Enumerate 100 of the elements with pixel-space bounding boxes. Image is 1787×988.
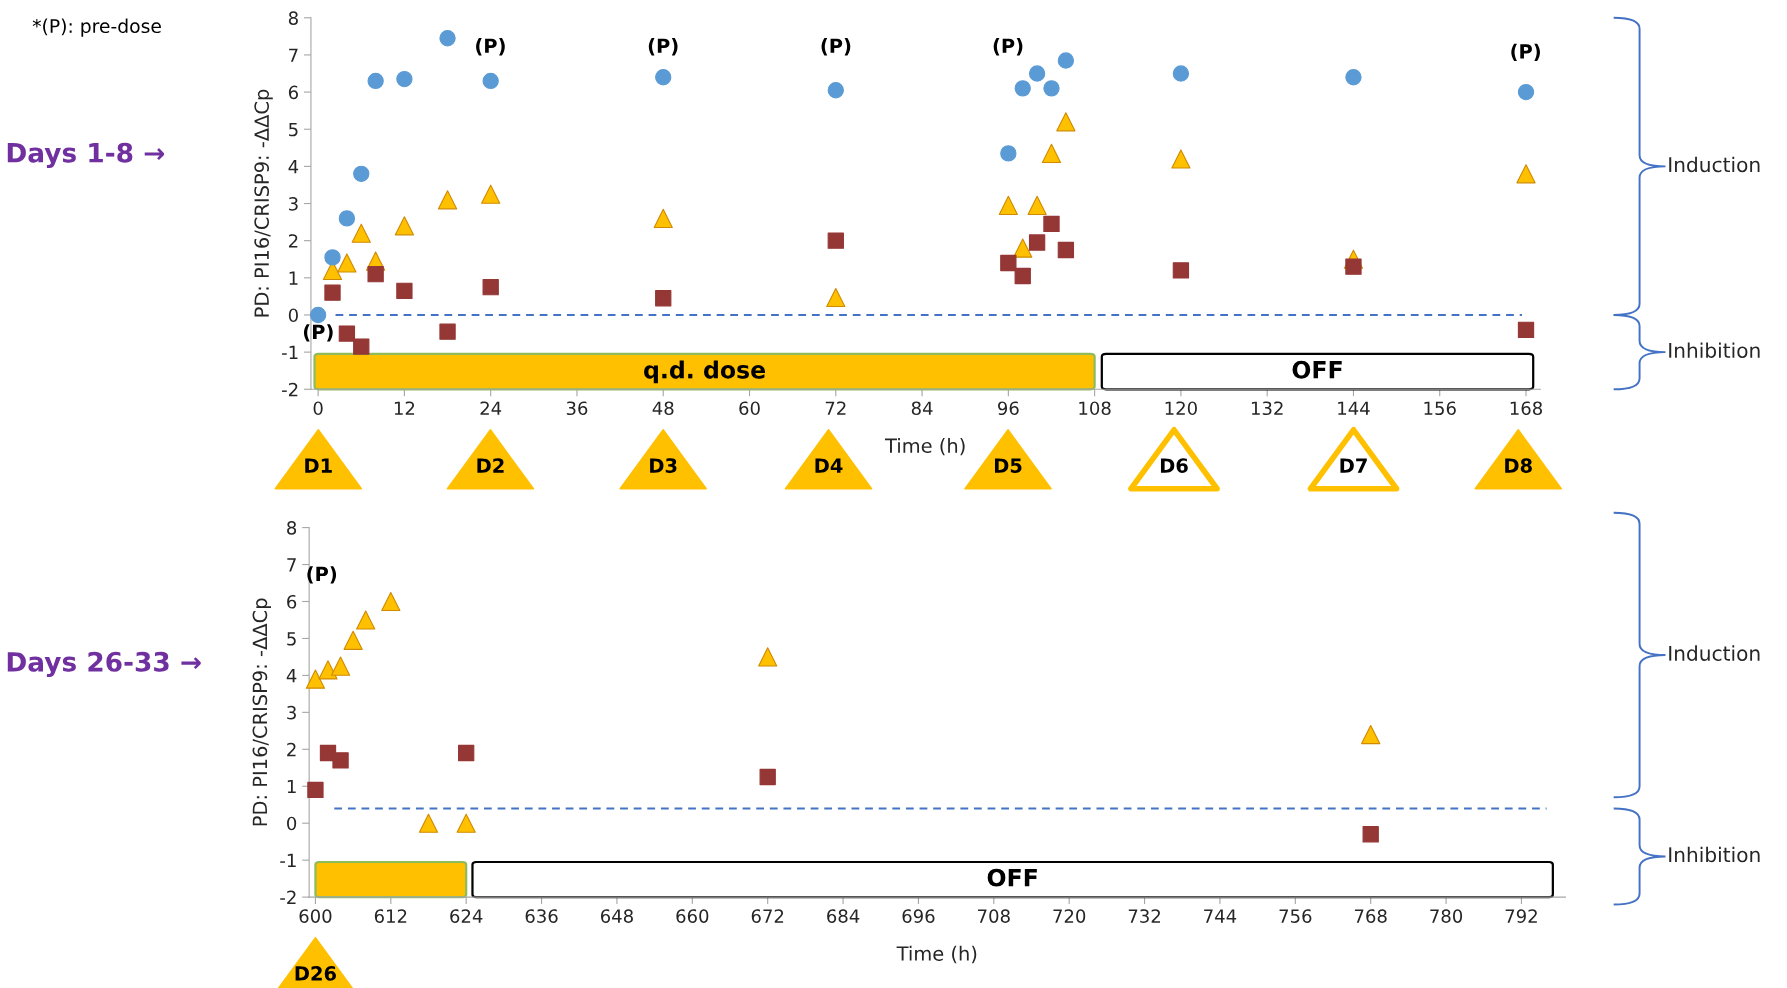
point [1028,234,1046,251]
point [653,208,673,228]
text: D1 [305,458,332,473]
text: Days 26-33 → [7,651,201,678]
point [330,656,351,676]
point [1057,52,1075,69]
point [827,82,844,99]
x-tick-label: 108 [1079,401,1111,416]
point [758,647,778,667]
x-tick-label: 24 [480,401,502,415]
point [1171,149,1191,169]
x-tick-label: 612 [374,909,407,923]
x-tick-label: 720 [1053,909,1086,923]
y-tick-label: 0 [288,308,298,323]
y-tick-label: 8 [288,11,298,25]
y-tick-label: 1 [287,779,296,794]
point [307,781,324,799]
x-tick-label: 636 [525,909,558,923]
text: Induction [1669,645,1760,661]
point [418,813,439,833]
annotation: (P) [821,38,851,56]
x-tick-label: 744 [1204,909,1237,923]
point [481,184,501,204]
x-tick-label: 132 [1251,401,1283,416]
point [482,72,499,90]
point [1057,241,1075,259]
y-tick-label: 7 [287,558,296,572]
y-tick-label: 1 [289,271,298,285]
point [353,338,370,355]
y-tick-label: -2 [280,890,296,904]
point [309,306,327,324]
x-tick-label: 144 [1338,401,1370,415]
annotation: (P) [993,38,1023,56]
y-tick-label: 6 [288,85,298,100]
point [1516,164,1536,184]
point [343,630,363,650]
point [337,253,357,273]
point [1172,262,1190,279]
x-axis-title: Time (h) [884,438,965,456]
x-tick-label: 96 [998,401,1019,416]
point [458,744,475,762]
annotation: (P) [307,566,337,584]
text: D7 [1340,458,1367,473]
point [367,72,384,90]
x-tick-label: 600 [299,909,332,923]
y-tick-label: 3 [287,705,296,720]
point [1361,724,1381,745]
point [396,70,413,88]
point [324,284,341,301]
x-tick-label: 756 [1279,909,1312,923]
point [1517,321,1535,338]
point [1345,258,1362,275]
x-tick-label: 660 [676,909,709,923]
text: D2 [477,458,504,473]
y-tick-label: 4 [286,669,297,683]
point [655,69,672,86]
x-tick-label: 696 [902,909,935,923]
point [759,768,776,786]
text: D6 [1160,458,1188,473]
text: D26 [295,966,336,981]
point [827,232,844,249]
x-tick-label: 168 [1510,401,1543,416]
point [1345,69,1362,86]
point [324,249,341,266]
point [1000,254,1017,272]
point [1041,143,1062,163]
point [439,30,456,47]
y-tick-label: 4 [288,160,299,174]
y-tick-label: 8 [287,521,297,535]
point [1043,215,1060,233]
point [456,813,476,833]
annotation: (P) [648,38,678,56]
y-tick-label: 7 [289,48,298,62]
x-tick-label: 684 [827,909,860,923]
y-tick-label: 5 [287,632,296,646]
point [338,325,356,342]
x-tick-label: 648 [600,909,633,923]
x-tick-label: 624 [450,909,483,923]
x-tick-label: 768 [1354,909,1387,923]
y-axis-title: PD: PI16/CRISP9: -ΔΔCp [254,89,273,317]
x-tick-label: 60 [739,401,760,416]
point [1014,267,1031,285]
annotation: (P) [303,324,333,342]
point [367,265,384,283]
point [1172,65,1190,82]
point [338,210,356,227]
x-tick-label: 780 [1430,909,1463,923]
point [305,669,326,689]
point [1013,238,1033,258]
y-tick-label: 2 [288,234,298,248]
x-tick-label: 48 [652,401,674,416]
y-tick-label: -1 [280,853,296,868]
point [1362,826,1379,843]
point [1043,80,1060,97]
point [1056,112,1076,132]
x-tick-label: 72 [825,401,846,415]
point [396,282,413,299]
text: Inhibition [1669,846,1760,863]
point [437,190,458,210]
text: D4 [815,458,843,473]
